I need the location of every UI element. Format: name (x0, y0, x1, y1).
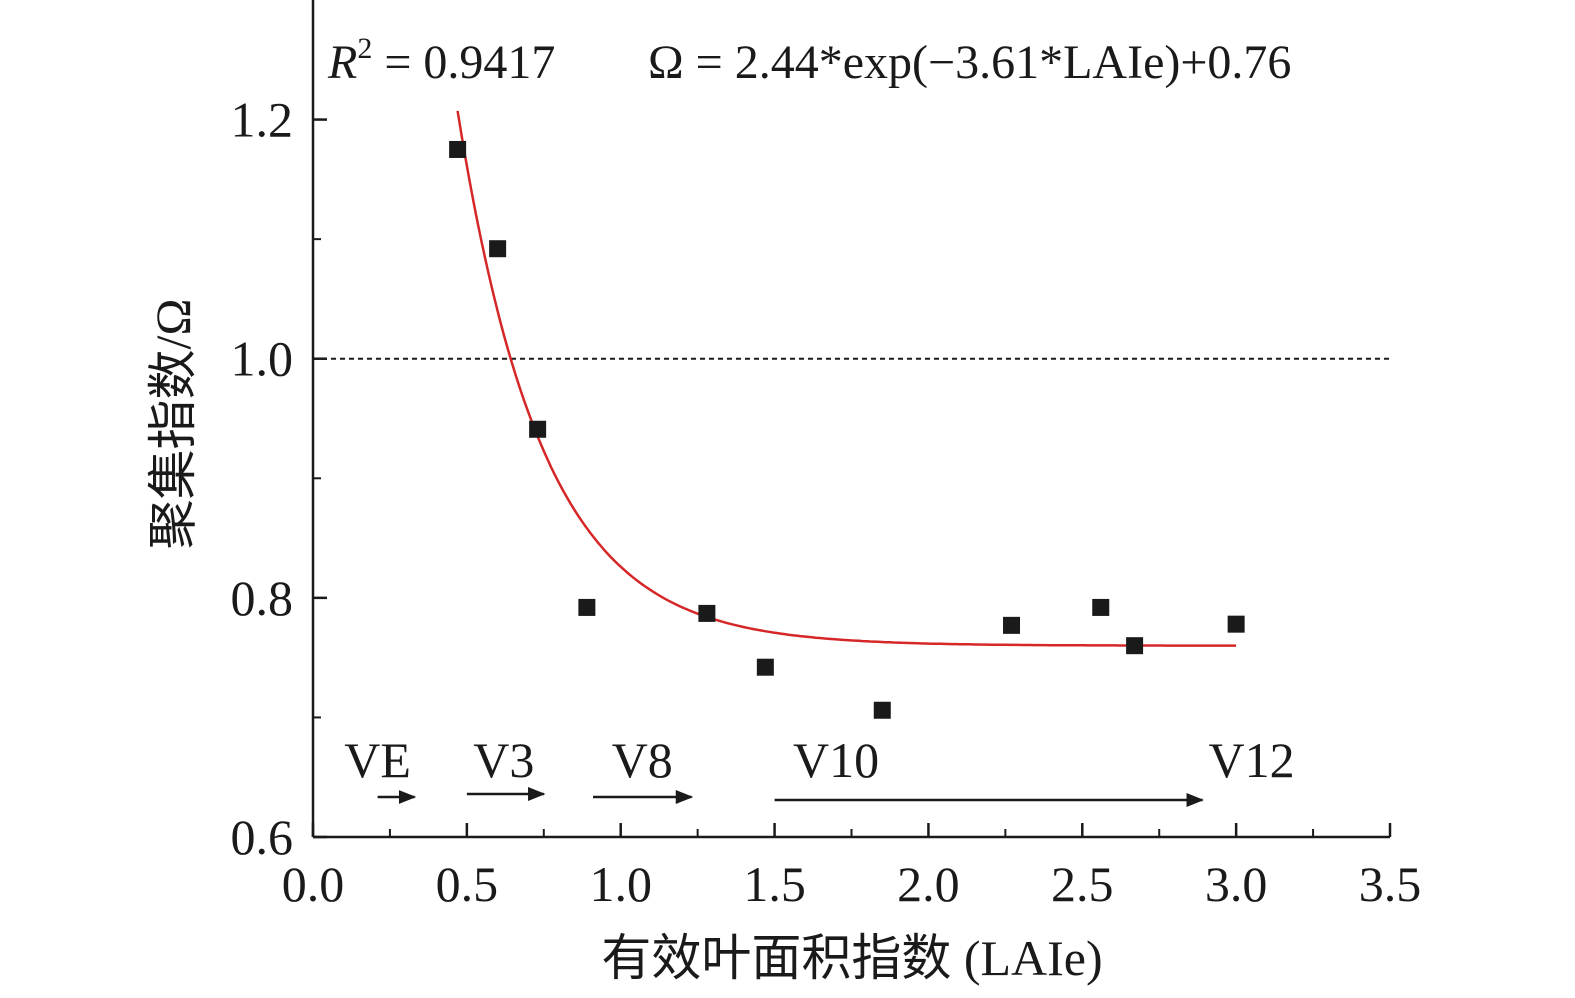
growth-stage-label: VE (344, 732, 411, 788)
fit-curve (456, 110, 1237, 647)
x-tick-label: 2.0 (897, 856, 960, 912)
x-tick-label: 0.0 (282, 856, 345, 912)
data-point (1003, 616, 1021, 634)
y-axis-title: 聚集指数/Ω (145, 298, 201, 549)
growth-stage-label: V8 (612, 732, 673, 788)
growth-stage-label: V3 (473, 732, 534, 788)
growth-stages: VE V3 V8 V10 V12 (344, 732, 1295, 807)
data-point (489, 240, 507, 258)
data-point (1092, 598, 1110, 616)
y-tick-label: 0.8 (231, 570, 294, 626)
r-squared-label: R2 = 0.9417 (327, 32, 555, 89)
x-tick-label: 1.5 (743, 856, 806, 912)
growth-stage-label: V12 (1208, 732, 1294, 788)
fit-equation-label: Ω = 2.44*exp(−3.61*LAIe)+0.76 (648, 36, 1291, 89)
growth-stage-label: V10 (793, 732, 879, 788)
x-tick-label: 3.5 (1359, 856, 1422, 912)
data-point (578, 598, 596, 616)
y-tick-label: 1.0 (231, 331, 294, 387)
axes: 0.0 0.5 1.0 1.5 2.0 2.5 3.0 3.5 0.6 0.8 1.0 1.2 (231, 0, 1422, 912)
data-point (1126, 637, 1144, 655)
x-tick-label: 0.5 (436, 856, 499, 912)
y-tick-label: 0.6 (231, 809, 294, 865)
data-point (529, 420, 547, 438)
data-point (873, 701, 891, 719)
data-point (449, 140, 467, 158)
x-axis-title: 有效叶面积指数 (LAIe) (601, 930, 1102, 986)
data-point (698, 604, 716, 622)
data-point (1227, 615, 1245, 633)
r-squared-value: = 0.9417 (372, 36, 555, 89)
r-squared-symbol: R (327, 36, 357, 89)
x-tick-label: 1.0 (589, 856, 652, 912)
x-tick-label: 3.0 (1205, 856, 1268, 912)
fit-curve-group (456, 110, 1237, 647)
y-tick-label: 1.2 (231, 92, 294, 148)
data-point (756, 658, 774, 676)
r-squared-superscript: 2 (357, 32, 372, 65)
data-points (449, 140, 1245, 719)
x-tick-label: 2.5 (1051, 856, 1114, 912)
